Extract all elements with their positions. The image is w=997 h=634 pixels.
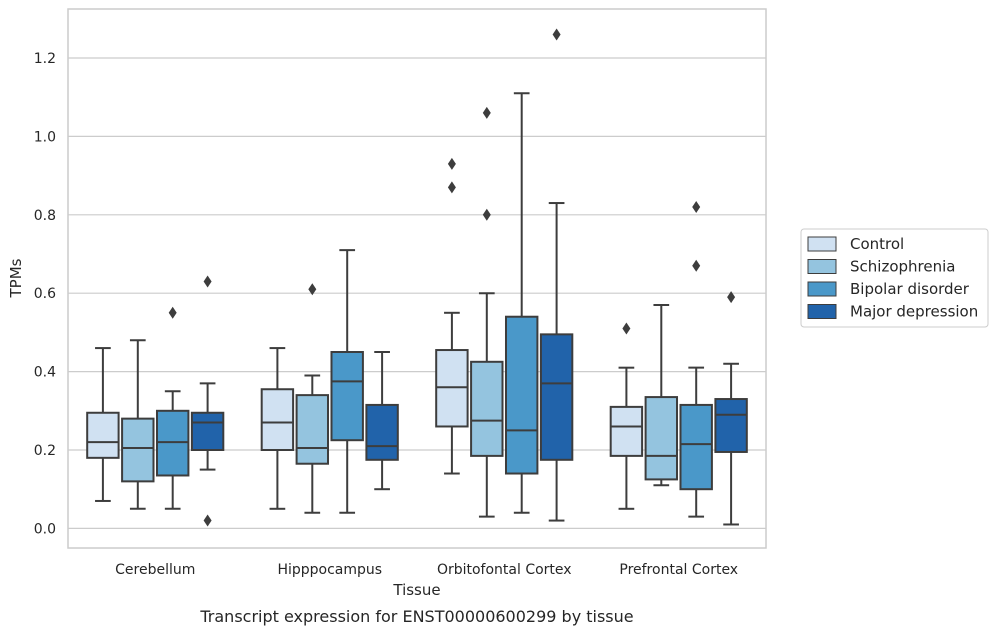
series-group bbox=[155, 92, 713, 518]
legend-frame bbox=[800, 228, 989, 328]
box-iqr bbox=[644, 396, 679, 481]
series-group bbox=[190, 28, 748, 527]
outlier-point bbox=[308, 283, 317, 296]
box-element bbox=[155, 306, 190, 510]
legend-swatch bbox=[807, 304, 837, 319]
box-iqr bbox=[714, 398, 748, 453]
x-tick-label: Cerebellum bbox=[115, 562, 195, 578]
x-tick-label: Prefrontal Cortex bbox=[619, 562, 738, 578]
outlier-point bbox=[168, 306, 177, 319]
box-element bbox=[190, 275, 225, 527]
box-element bbox=[609, 322, 644, 510]
series-group bbox=[121, 106, 679, 518]
x-axis-label: Tissue bbox=[392, 581, 440, 599]
box-element bbox=[679, 200, 713, 518]
x-tick-label: Hipppocampus bbox=[277, 562, 382, 578]
y-tick-label: 0.2 bbox=[34, 443, 56, 459]
box-iqr bbox=[121, 417, 155, 483]
outlier-point bbox=[482, 106, 491, 119]
series-group bbox=[86, 157, 644, 510]
legend-label: Major depression bbox=[850, 303, 978, 321]
legend-swatch bbox=[807, 281, 837, 297]
legend-label: Schizophrenia bbox=[850, 258, 955, 276]
box-iqr bbox=[190, 411, 225, 452]
y-tick-label: 0.8 bbox=[34, 208, 56, 224]
box-iqr bbox=[539, 333, 574, 461]
box-element bbox=[260, 347, 295, 510]
box-element bbox=[504, 92, 539, 514]
y-axis-label: TPMs bbox=[7, 258, 25, 298]
box-element bbox=[330, 249, 364, 514]
box-element bbox=[714, 291, 748, 526]
box-iqr bbox=[86, 411, 120, 459]
box-element bbox=[644, 303, 679, 487]
box-element bbox=[86, 347, 120, 502]
chart-caption: Transcript expression for ENST0000060029… bbox=[199, 607, 633, 626]
box-element bbox=[121, 339, 155, 510]
box-iqr bbox=[679, 403, 713, 491]
legend-swatch bbox=[807, 259, 837, 274]
outlier-point bbox=[203, 514, 212, 527]
legend-label: Bipolar disorder bbox=[850, 280, 970, 298]
x-tick-label: Orbitofontal Cortex bbox=[437, 562, 572, 578]
box-element bbox=[470, 106, 504, 518]
y-tick-label: 0.4 bbox=[34, 365, 56, 381]
legend: Control Schizophrenia Bipolar disorder Majo… bbox=[800, 228, 989, 328]
box-element bbox=[295, 283, 330, 514]
box-series bbox=[86, 28, 748, 527]
outlier-point bbox=[692, 259, 701, 272]
outlier-point bbox=[692, 200, 701, 213]
outlier-point bbox=[203, 275, 212, 288]
box-element bbox=[365, 351, 399, 491]
y-tick-label: 1.2 bbox=[34, 51, 56, 67]
outlier-point bbox=[482, 208, 491, 221]
plot-area-frame bbox=[67, 8, 767, 549]
outlier-point bbox=[552, 28, 561, 41]
legend-swatch bbox=[807, 236, 837, 252]
x-axis-ticks: Cerebellum Hipppocampus Orbitofontal Corte… bbox=[115, 562, 738, 578]
y-axis-ticks: 0.0 0.2 0.4 0.6 0.8 1.0 1.2 bbox=[34, 51, 56, 537]
box-element bbox=[435, 157, 469, 475]
box-element bbox=[539, 28, 574, 522]
outlier-point bbox=[447, 157, 456, 170]
box-iqr bbox=[365, 403, 399, 461]
y-tick-label: 0.6 bbox=[34, 286, 56, 302]
box-iqr bbox=[470, 360, 504, 457]
y-tick-label: 1.0 bbox=[34, 129, 56, 145]
box-iqr bbox=[330, 351, 364, 442]
box-iqr bbox=[260, 388, 295, 451]
box-iqr bbox=[609, 405, 644, 457]
box-iqr bbox=[504, 315, 539, 475]
outlier-point bbox=[622, 322, 631, 335]
y-tick-label: 0.0 bbox=[34, 521, 56, 537]
outlier-point bbox=[447, 181, 456, 194]
box-iqr bbox=[295, 394, 330, 465]
legend-label: Control bbox=[850, 235, 904, 253]
outlier-point bbox=[727, 291, 736, 304]
